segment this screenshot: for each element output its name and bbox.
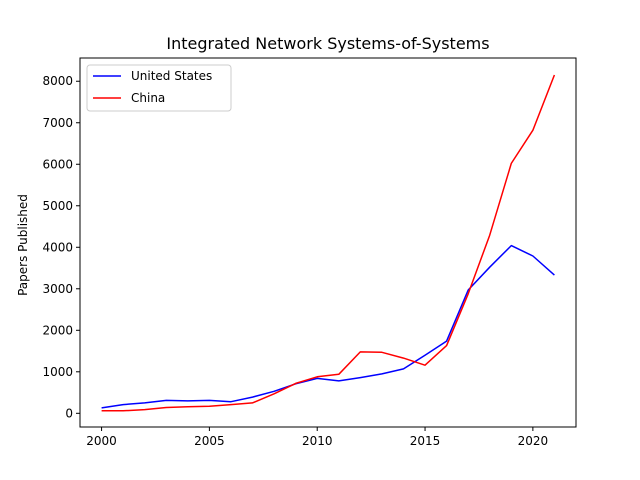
x-axis: 2000 2005 2010 2015 2020: [86, 427, 548, 448]
x-tick-label: 2015: [410, 434, 441, 448]
legend-box: [86, 64, 232, 112]
y-tick-label: 6000: [42, 157, 73, 171]
legend-label: China: [131, 91, 165, 105]
y-tick-label: 5000: [42, 199, 73, 213]
x-tick-label: 2005: [194, 434, 225, 448]
y-tick-label: 7000: [42, 116, 73, 130]
y-tick-label: 3000: [42, 282, 73, 296]
y-tick-label: 0: [65, 406, 73, 420]
y-tick-label: 1000: [42, 365, 73, 379]
x-tick-label: 2010: [302, 434, 333, 448]
legend-label: United States: [131, 69, 212, 83]
series-line-china: [101, 74, 556, 412]
y-tick-label: 2000: [42, 323, 73, 337]
chart-title: Integrated Network Systems-of-Systems: [166, 34, 489, 53]
y-axis-label: Papers Published: [16, 194, 30, 296]
y-tick-label: 4000: [42, 240, 73, 254]
x-tick-label: 2000: [86, 434, 117, 448]
series-line-united-states: [101, 244, 555, 409]
plot-area-frame: [79, 57, 577, 428]
series-layer: [101, 74, 556, 412]
legend: United States China: [86, 64, 232, 112]
legend-items: United States China: [93, 69, 212, 105]
x-tick-label: 2020: [518, 434, 549, 448]
y-tick-label: 8000: [42, 74, 73, 88]
y-axis: 0 1000 2000 3000 4000 5000 6000 7000 8000: [42, 74, 80, 420]
